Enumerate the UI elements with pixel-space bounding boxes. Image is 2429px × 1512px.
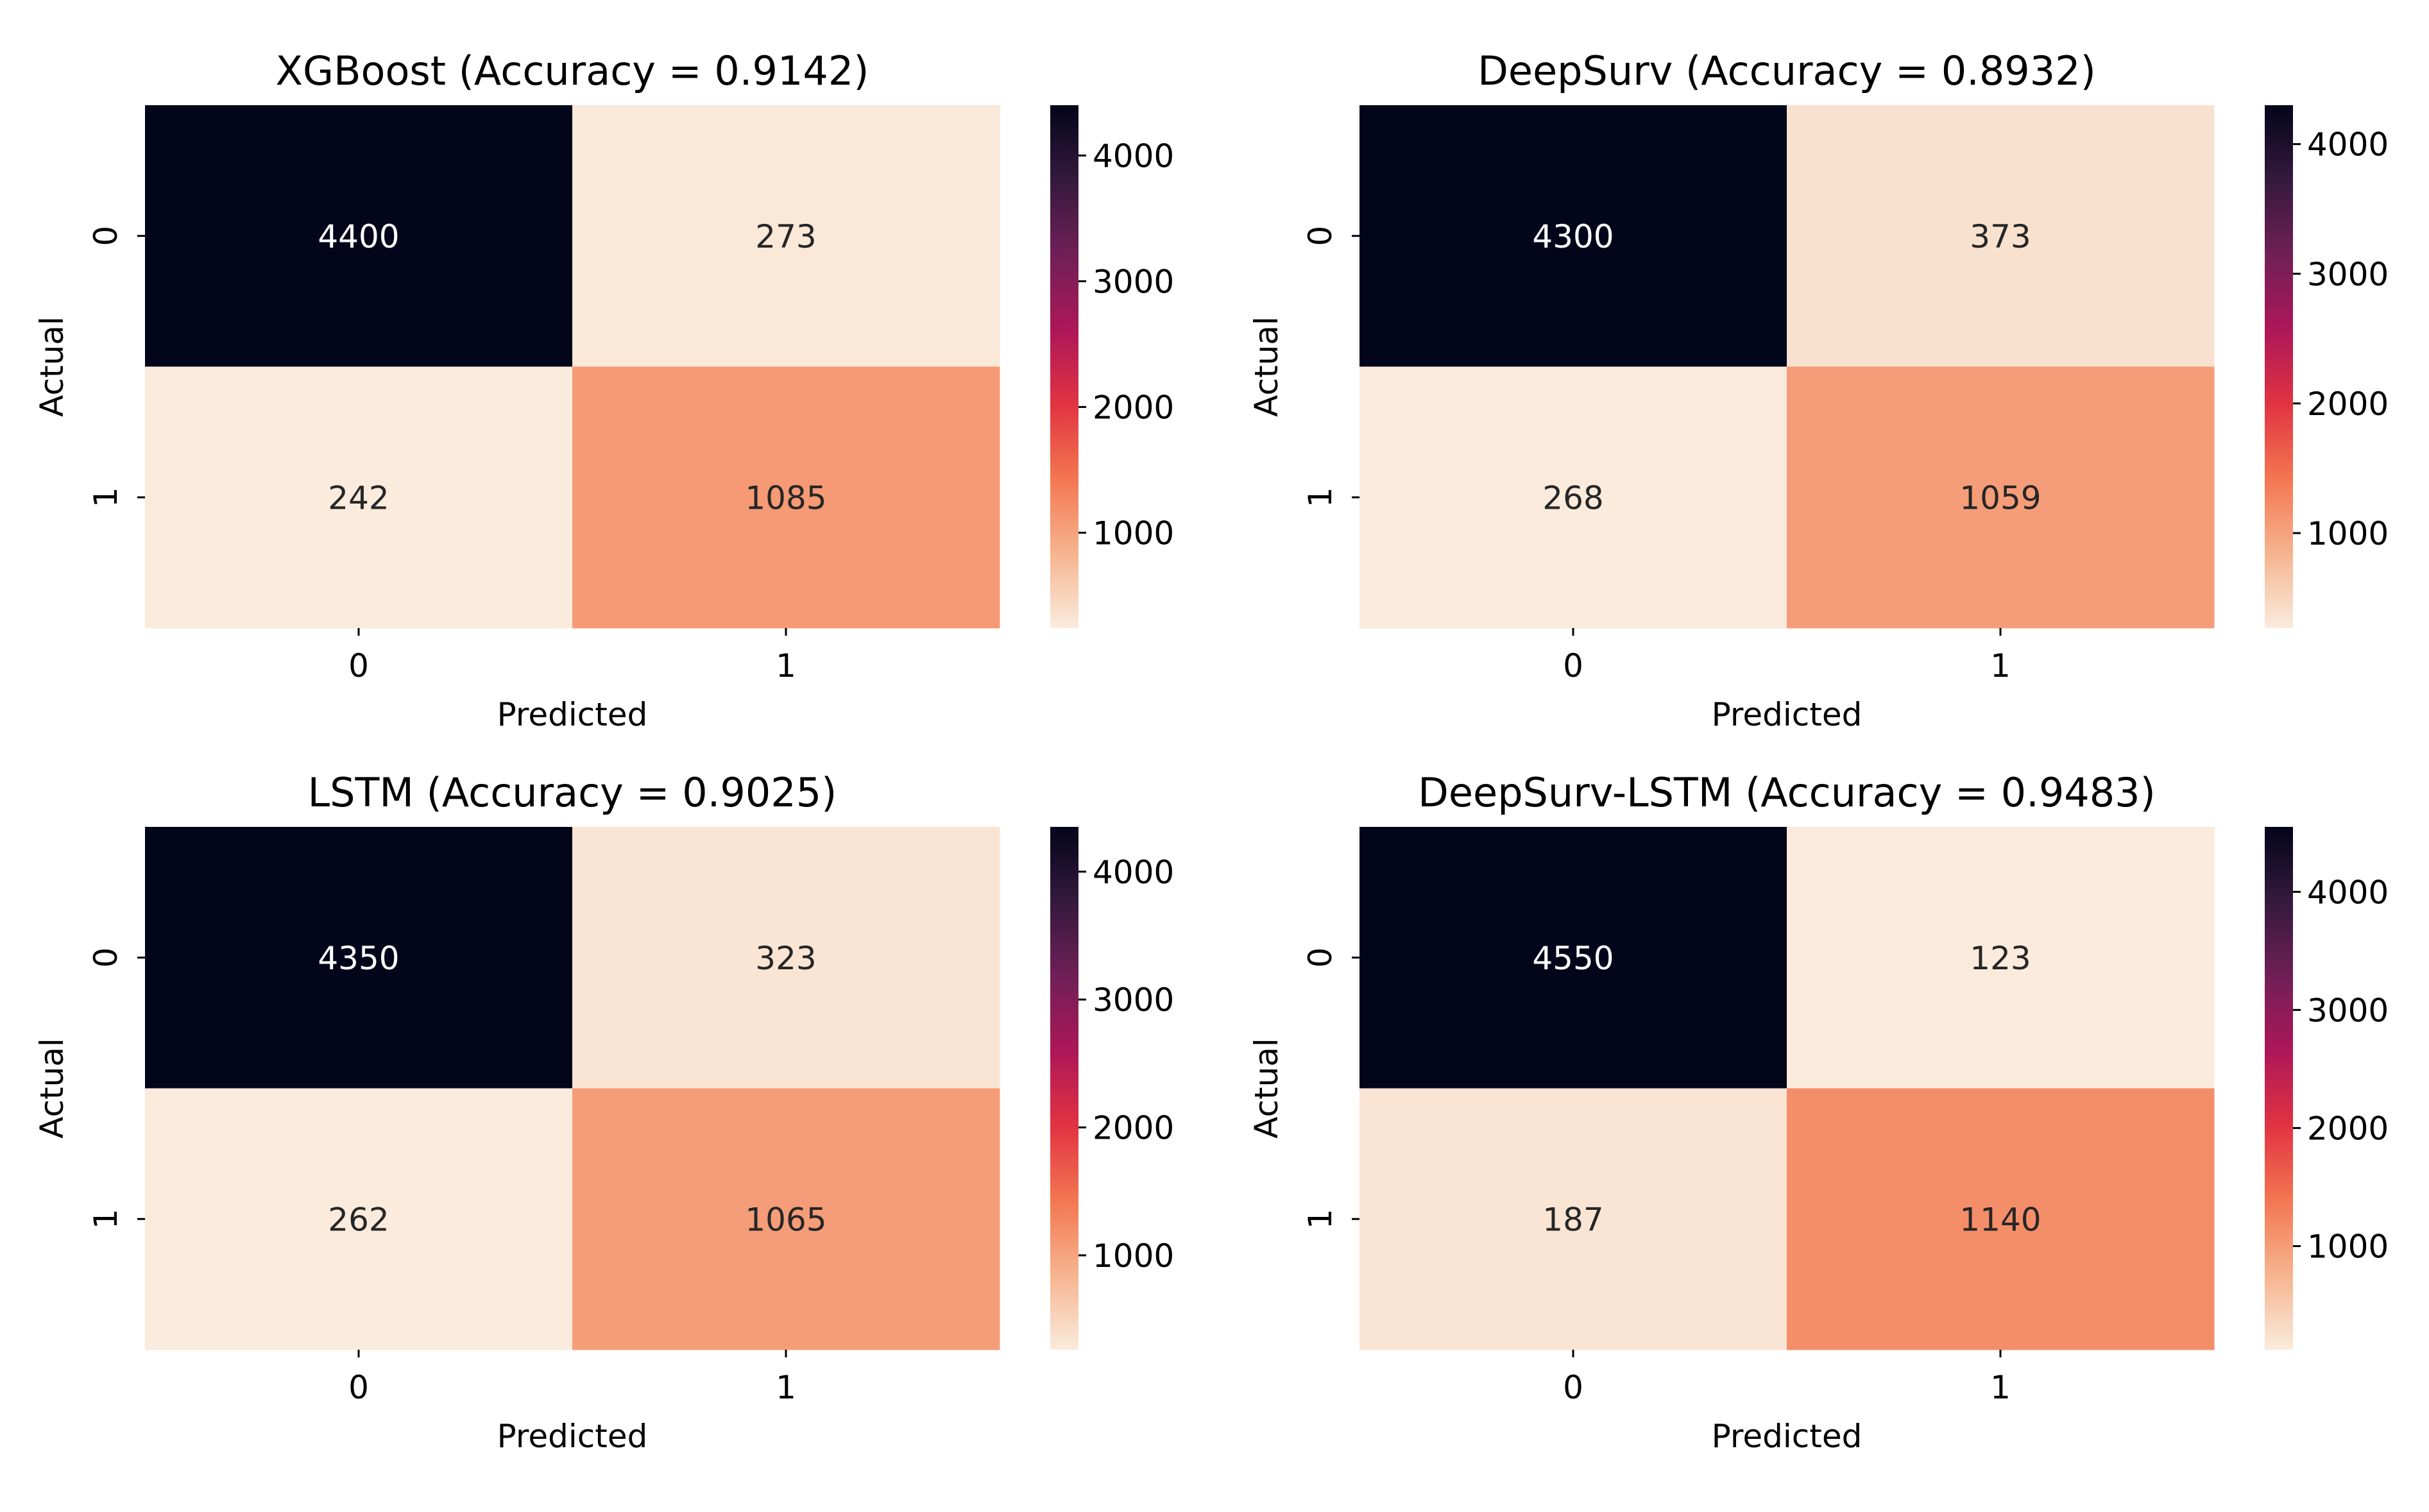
- heatmap-cell: [1359, 105, 1787, 367]
- y-tick-label: 1: [1302, 1209, 1339, 1229]
- heatmap-panel-2: LSTM (Accuracy = 0.9025) 4350 323 262 1065 0 1…: [33, 769, 1174, 1455]
- heatmap-cell: [145, 1088, 573, 1350]
- colorbar-tick-label: 3000: [1093, 981, 1174, 1019]
- heatmap-cell: [1359, 1088, 1787, 1350]
- heatmap-cell: [1359, 827, 1787, 1089]
- heatmap-cell: [145, 827, 573, 1089]
- cell-value-label: 4300: [1532, 218, 1614, 255]
- colorbar-tick-label: 2000: [1093, 389, 1174, 426]
- cell-value-label: 4400: [318, 218, 399, 255]
- heatmap-panel-3: DeepSurv-LSTM (Accuracy = 0.9483) 4550 123…: [1248, 769, 2389, 1455]
- cell-value-label: 123: [1970, 940, 2031, 977]
- colorbar-tick-label: 1000: [2307, 515, 2389, 552]
- heatmap-cell: [1787, 1088, 2215, 1350]
- heatmap-cell: [572, 1088, 1000, 1350]
- y-axis-label: Actual: [33, 1038, 71, 1139]
- cell-value-label: 4350: [318, 940, 399, 977]
- colorbar-tick-label: 2000: [2307, 386, 2389, 423]
- heatmap-cell: [1787, 827, 2215, 1089]
- heatmap-cell: [572, 105, 1000, 367]
- colorbar: [2265, 105, 2293, 628]
- colorbar-tick-label: 4000: [2307, 874, 2389, 911]
- colorbar-tick-label: 4000: [1093, 137, 1174, 174]
- colorbar-tick-label: 3000: [2307, 992, 2389, 1029]
- x-tick-label: 1: [776, 647, 796, 684]
- cell-value-label: 4550: [1532, 940, 1614, 977]
- heatmap-cell: [1359, 366, 1787, 629]
- x-axis-label: Predicted: [1712, 1418, 1862, 1455]
- heatmap-cell: [145, 105, 573, 367]
- cell-value-label: 1140: [1959, 1201, 2041, 1238]
- colorbar: [1050, 827, 1078, 1350]
- chart-title: DeepSurv-LSTM (Accuracy = 0.9483): [1418, 769, 2156, 816]
- cell-value-label: 373: [1970, 218, 2031, 255]
- colorbar: [2265, 827, 2293, 1350]
- cell-value-label: 242: [328, 479, 389, 516]
- x-tick-label: 0: [1563, 647, 1583, 684]
- x-axis-label: Predicted: [1712, 696, 1862, 733]
- x-axis-label: Predicted: [497, 696, 648, 733]
- cell-value-label: 1065: [745, 1201, 826, 1238]
- y-axis-label: Actual: [1248, 316, 1285, 417]
- y-tick-label: 1: [1302, 487, 1339, 507]
- colorbar-tick-label: 2000: [1093, 1110, 1174, 1147]
- chart-title: LSTM (Accuracy = 0.9025): [308, 769, 837, 816]
- cell-value-label: 262: [328, 1201, 389, 1238]
- y-axis-label: Actual: [33, 316, 71, 417]
- cell-value-label: 1059: [1959, 479, 2041, 516]
- cell-value-label: 273: [755, 218, 816, 255]
- colorbar-tick-label: 4000: [1093, 854, 1174, 891]
- x-tick-label: 1: [776, 1369, 796, 1406]
- x-tick-label: 1: [1990, 1369, 2011, 1406]
- y-tick-label: 0: [87, 226, 124, 246]
- colorbar-tick-label: 3000: [1093, 263, 1174, 300]
- heatmap-panel-0: XGBoost (Accuracy = 0.9142) 4400 273 242 108…: [33, 47, 1174, 733]
- x-tick-label: 0: [1563, 1369, 1583, 1406]
- colorbar: [1050, 105, 1078, 628]
- chart-title: XGBoost (Accuracy = 0.9142): [276, 47, 869, 94]
- colorbar-tick-label: 1000: [1093, 1237, 1174, 1275]
- y-axis-label: Actual: [1248, 1038, 1285, 1139]
- heatmap-cell: [1787, 366, 2215, 629]
- colorbar-tick-label: 2000: [2307, 1110, 2389, 1147]
- x-axis-label: Predicted: [497, 1418, 648, 1455]
- colorbar-tick-label: 4000: [2307, 126, 2389, 164]
- heatmap-cell: [1787, 105, 2215, 367]
- colorbar-tick-label: 1000: [1093, 514, 1174, 552]
- chart-title: DeepSurv (Accuracy = 0.8932): [1478, 47, 2096, 94]
- y-tick-label: 0: [87, 947, 124, 968]
- x-tick-label: 1: [1990, 647, 2011, 684]
- heatmap-cell: [572, 827, 1000, 1089]
- cell-value-label: 1085: [745, 479, 826, 516]
- colorbar-tick-label: 1000: [2307, 1228, 2389, 1266]
- colorbar-tick-label: 3000: [2307, 256, 2389, 293]
- heatmap-cell: [145, 366, 573, 629]
- x-tick-label: 0: [348, 647, 369, 684]
- cell-value-label: 187: [1542, 1201, 1603, 1238]
- heatmap-cell: [572, 366, 1000, 629]
- cell-value-label: 268: [1542, 479, 1603, 516]
- cell-value-label: 323: [755, 940, 816, 977]
- x-tick-label: 0: [348, 1369, 369, 1406]
- y-tick-label: 1: [87, 1209, 124, 1229]
- y-tick-label: 0: [1302, 947, 1339, 968]
- y-tick-label: 1: [87, 487, 124, 507]
- y-tick-label: 0: [1302, 226, 1339, 246]
